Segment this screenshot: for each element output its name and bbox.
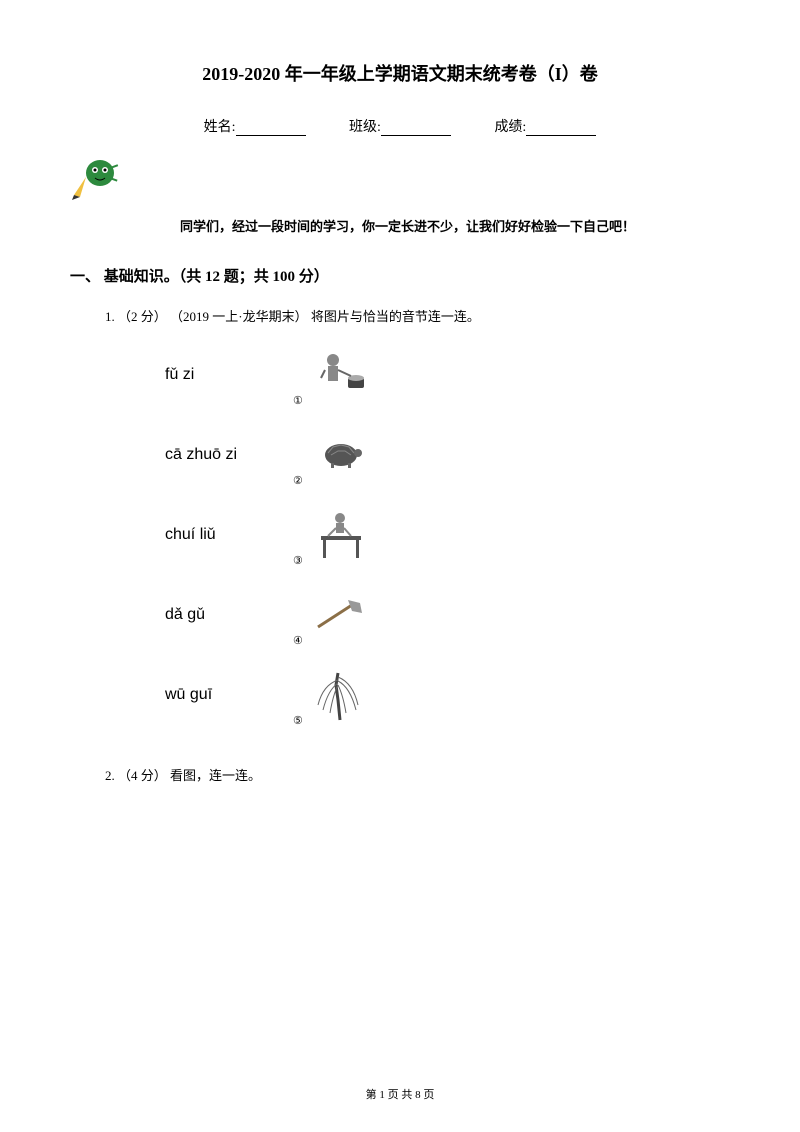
greeting-text: 同学们，经过一段时间的学习，你一定长进不少，让我们好好检验一下自己吧！ xyxy=(180,216,730,235)
pinyin-text: wū guī xyxy=(165,686,305,704)
class-label: 班级: xyxy=(349,120,381,135)
section-header: 一、 基础知识。（共 12 题；共 100 分） xyxy=(70,265,730,286)
class-underline xyxy=(381,122,451,136)
image-number: ⑤ xyxy=(293,714,303,727)
match-row: fǔ zi ① xyxy=(165,345,730,405)
score-field: 成绩: xyxy=(494,116,596,136)
q1-points: （2 分） xyxy=(118,309,167,324)
name-field: 姓名: xyxy=(204,116,306,136)
name-label: 姓名: xyxy=(204,120,236,135)
student-info-line: 姓名: 班级: 成绩: xyxy=(70,116,730,136)
image-number: ④ xyxy=(293,634,303,647)
matching-exercise: fǔ zi ① cā zhuō zi xyxy=(165,345,730,725)
page-footer: 第 1 页 共 8 页 xyxy=(0,1086,800,1102)
class-field: 班级: xyxy=(349,116,451,136)
image-willow: ⑤ xyxy=(305,665,375,725)
match-row: cā zhuō zi ② xyxy=(165,425,730,485)
q1-number: 1. xyxy=(105,309,115,324)
score-label: 成绩: xyxy=(494,120,526,135)
pinyin-text: dǎ gǔ xyxy=(165,606,305,624)
image-number: ① xyxy=(293,394,303,407)
pinyin-text: cā zhuō zi xyxy=(165,446,305,464)
page-title: 2019-2020 年一年级上学期语文期末统考卷（I）卷 xyxy=(70,60,730,86)
score-underline xyxy=(526,122,596,136)
pinyin-text: chuí liǔ xyxy=(165,526,305,544)
match-row: chuí liǔ ③ xyxy=(165,505,730,565)
image-drummer: ① xyxy=(305,345,375,405)
pencil-icon xyxy=(70,155,125,210)
image-number: ③ xyxy=(293,554,303,567)
question-2: 2. （4 分） 看图，连一连。 xyxy=(105,765,730,784)
section-title: 基础知识。（共 12 题；共 100 分） xyxy=(104,269,329,285)
section-number: 一、 xyxy=(70,269,100,285)
match-row: wū guī ⑤ xyxy=(165,665,730,725)
match-row: dǎ gǔ ④ xyxy=(165,585,730,645)
q2-number: 2. xyxy=(105,768,115,783)
q2-points: （4 分） xyxy=(118,768,167,783)
q2-text: 看图，连一连。 xyxy=(170,768,261,783)
image-number: ② xyxy=(293,474,303,487)
image-turtle: ② xyxy=(305,425,375,485)
q1-source: （2019 一上·龙华期末） xyxy=(170,309,308,324)
q1-text: 将图片与恰当的音节连一连。 xyxy=(311,309,480,324)
image-desk: ③ xyxy=(305,505,375,565)
image-axe: ④ xyxy=(305,585,375,645)
name-underline xyxy=(236,122,306,136)
pinyin-text: fǔ zi xyxy=(165,366,305,384)
question-1: 1. （2 分） （2019 一上·龙华期末） 将图片与恰当的音节连一连。 fǔ… xyxy=(105,306,730,725)
